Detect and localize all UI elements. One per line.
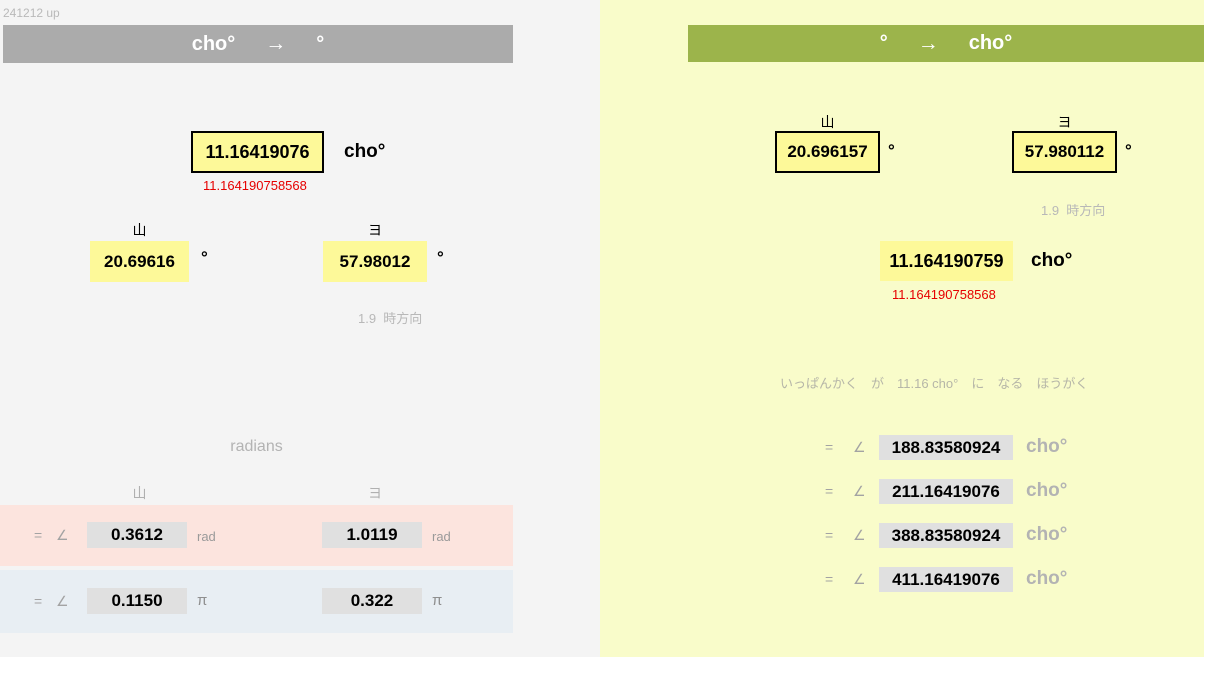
equals-sign: = [825,527,834,543]
cho-input-unit-label: cho° [344,141,386,162]
precise-value-left: 11.164190758568 [203,178,307,193]
output-yama-label: 山 [132,222,147,238]
rad-value-yo: 1.0119 [322,522,422,548]
input-yama-unit: ° [888,141,895,160]
equals-sign: = [825,571,834,587]
equals-sign: = [34,527,43,543]
clock-direction-right: 1.9 時方向 [1041,203,1106,218]
arrow-right-icon: → [917,31,939,55]
arrow-right-icon: → [265,32,287,55]
pi-value-yama: 0.1150 [87,588,187,614]
equivalent-unit: cho° [1026,524,1068,545]
direction-note: いっぱんかく が 11.16 cho° に なる ほうがく [780,376,1089,391]
right-panel-header: ° → cho° [688,25,1204,62]
equals-sign: = [34,593,43,609]
angle-icon: ∠ [56,527,69,543]
output-yo-unit: ° [437,248,444,267]
deg-to-cho-panel: ° → cho° 山 ° ヨ ° 1.9 時方向 11.164190759 ch… [600,0,1204,657]
version-label: 241212 up [3,6,60,20]
pi-row-band [0,570,513,633]
radians-col-yo: ヨ [368,485,382,501]
pi-unit-yo: π [432,592,443,609]
radians-row-band [0,505,513,566]
degrees-input-yo[interactable] [1012,131,1117,173]
angle-icon: ∠ [56,593,69,609]
degrees-input-yama[interactable] [775,131,880,173]
input-yama-label: 山 [820,114,835,130]
equivalent-value: 211.16419076 [879,479,1013,504]
left-panel-header: cho° → ° [3,25,513,63]
angle-icon: ∠ [853,439,866,455]
rad-unit-yama: rad [197,529,216,544]
result-cho-unit: cho° [1031,250,1073,271]
equivalent-value: 411.16419076 [879,567,1013,592]
header-to-unit: ° [316,32,325,55]
pi-unit-yama: π [197,592,208,609]
output-yama-value: 20.69616 [90,241,189,282]
cho-degrees-input[interactable] [191,131,324,173]
header-from-unit: ° [879,32,888,54]
equals-sign: = [825,483,834,499]
equivalent-unit: cho° [1026,480,1068,501]
angle-icon: ∠ [853,571,866,587]
result-cho-value: 11.164190759 [880,241,1013,281]
precise-value-right: 11.164190758568 [892,287,996,302]
rad-value-yama: 0.3612 [87,522,187,548]
equivalent-unit: cho° [1026,436,1068,457]
rad-unit-yo: rad [432,529,451,544]
radians-col-yama: 山 [132,485,147,501]
output-yama-unit: ° [201,248,208,267]
header-to-unit: cho° [968,32,1013,54]
cho-to-deg-panel: 241212 up cho° → ° cho° 11.164190758568 … [0,0,600,657]
header-from-unit: cho° [191,32,236,55]
output-yo-value: 57.98012 [323,241,427,282]
angle-icon: ∠ [853,483,866,499]
angle-icon: ∠ [853,527,866,543]
pi-value-yo: 0.322 [322,588,422,614]
clock-direction-left: 1.9 時方向 [358,311,423,326]
input-yo-unit: ° [1125,141,1132,160]
equals-sign: = [825,439,834,455]
equivalent-value: 388.83580924 [879,523,1013,548]
equivalent-value: 188.83580924 [879,435,1013,460]
input-yo-label: ヨ [1057,114,1072,130]
radians-section-title: radians [230,438,283,455]
equivalent-unit: cho° [1026,568,1068,589]
output-yo-label: ヨ [368,222,382,238]
